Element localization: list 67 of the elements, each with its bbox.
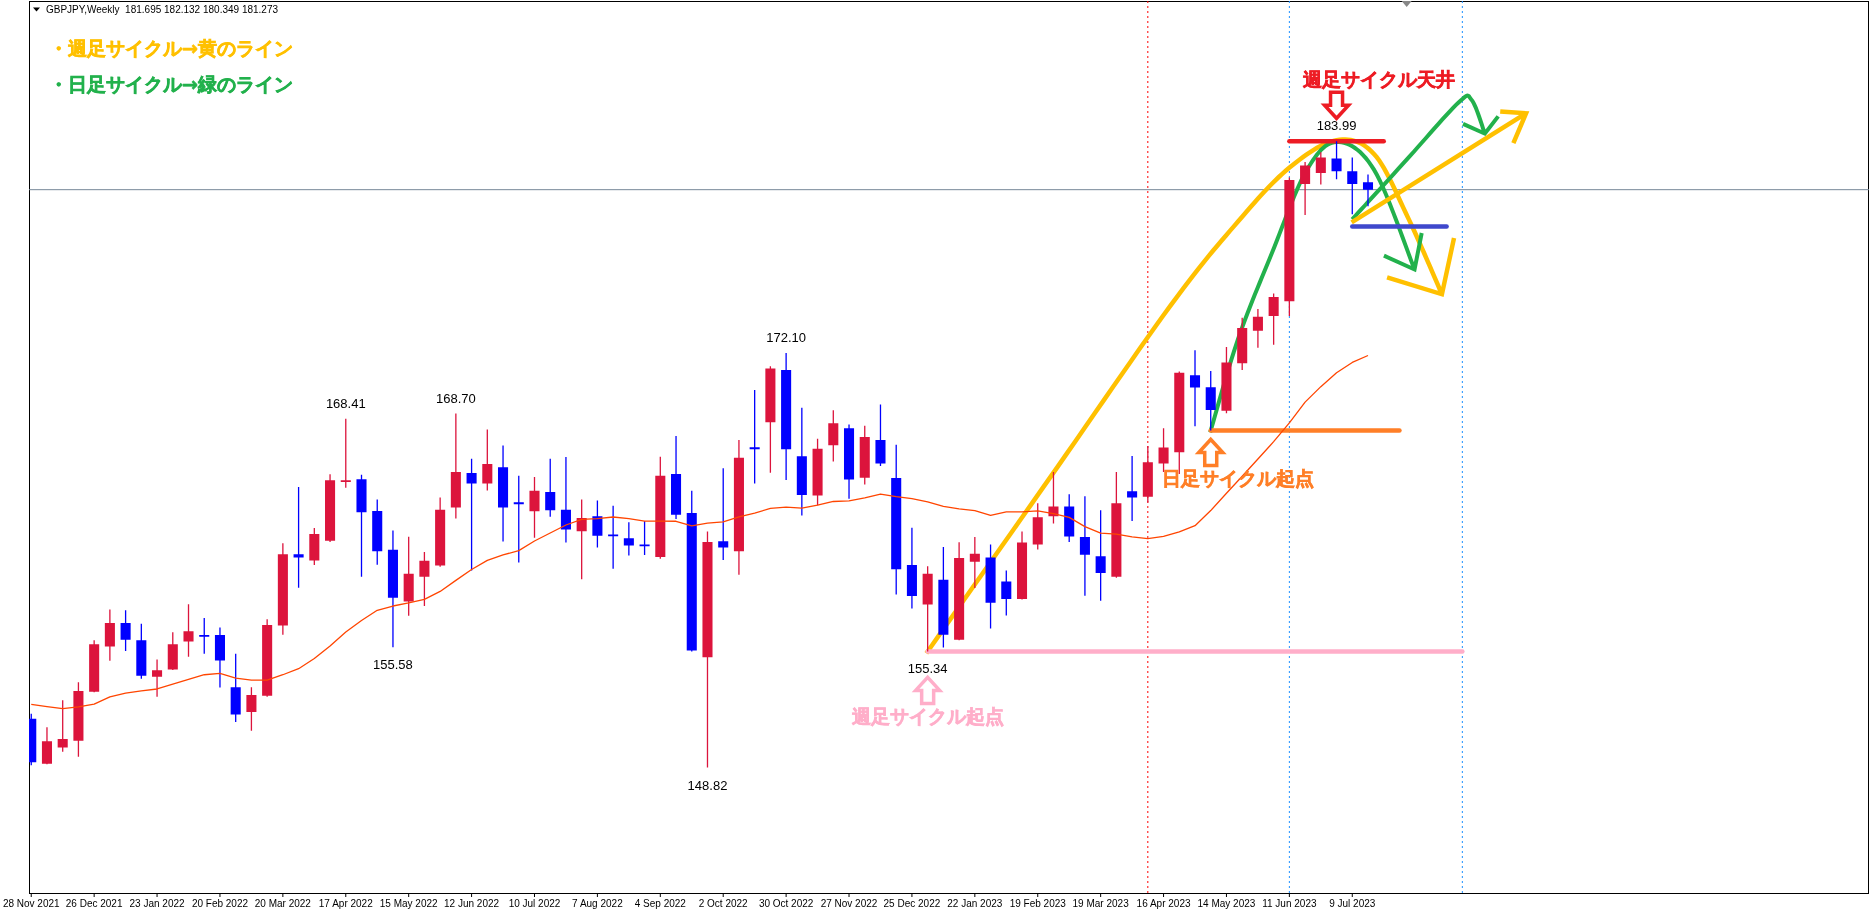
candlestick xyxy=(1362,174,1374,207)
candlestick xyxy=(954,542,965,641)
candlestick xyxy=(1189,350,1201,427)
chart-title: GBPJPY,Weekly 181.695 182.132 180.349 181.273 xyxy=(46,4,279,15)
x-tick-label: 19 Mar 2023 xyxy=(1072,897,1130,909)
text: 183.99 xyxy=(1316,118,1357,134)
candlestick xyxy=(183,604,194,657)
candlestick xyxy=(608,505,619,569)
candlestick xyxy=(1016,531,1028,600)
text: ・週足サイクル→黄のライン xyxy=(49,37,293,59)
x-tick-label: 22 Jan 2023 xyxy=(947,897,1003,909)
text: 155.58 xyxy=(373,657,413,673)
annotation: 週足サイクル天井 xyxy=(1302,68,1456,91)
candlestick xyxy=(781,353,792,480)
candlestick xyxy=(843,424,855,499)
candlestick xyxy=(450,413,461,519)
candlestick xyxy=(906,527,917,609)
candlestick xyxy=(41,727,53,765)
x-tick-label: 23 Jan 2022 xyxy=(129,897,186,909)
candlestick xyxy=(1252,309,1263,348)
candlestick xyxy=(1127,456,1138,522)
candlestick xyxy=(167,632,178,670)
candlestick xyxy=(560,456,571,543)
text: 155.34 xyxy=(907,661,948,677)
candlestick xyxy=(356,474,367,577)
candlestick xyxy=(702,531,713,768)
candlestick xyxy=(277,543,288,635)
candlestick xyxy=(387,530,398,648)
text: ・日足サイクル→緑のライン xyxy=(49,73,293,95)
candlestick xyxy=(623,522,634,556)
candlestick xyxy=(104,609,115,661)
candlestick xyxy=(529,476,540,538)
x-tick-label: 11 Jun 2023 xyxy=(1262,897,1317,909)
candlestick xyxy=(152,659,163,697)
x-tick-label: 19 Feb 2023 xyxy=(1009,897,1067,909)
text: 168.70 xyxy=(435,390,476,406)
annotation: 週足サイクル起点 xyxy=(850,705,1004,728)
text: 148.82 xyxy=(687,777,728,793)
candlestick xyxy=(498,445,509,542)
text: 172.10 xyxy=(766,330,806,345)
x-tick-label: 28 Nov 2021 xyxy=(2,897,61,909)
text: 168.41 xyxy=(325,395,366,411)
x-tick-label: 10 Jul 2022 xyxy=(508,897,561,909)
x-tick-label: 27 Nov 2022 xyxy=(820,897,878,909)
candlestick xyxy=(875,404,886,466)
candlestick xyxy=(435,497,446,567)
x-tick-label: 2 Oct 2022 xyxy=(698,897,749,909)
x-tick-label: 30 Oct 2022 xyxy=(758,897,814,909)
candlestick xyxy=(214,627,225,688)
candlestick xyxy=(1079,496,1090,596)
x-tick-label: 12 Jun 2022 xyxy=(444,897,500,909)
x-tick-label: 9 Jul 2023 xyxy=(1329,897,1376,909)
candlestick xyxy=(1300,161,1311,216)
x-tick-label: 26 Dec 2021 xyxy=(65,897,123,909)
x-tick-label: 7 Aug 2022 xyxy=(572,897,624,909)
x-tick-label: 17 Apr 2022 xyxy=(318,897,374,909)
x-tick-label: 15 May 2022 xyxy=(379,897,439,909)
annotation: 日足サイクル起点 xyxy=(1161,467,1314,490)
candlestick xyxy=(671,435,682,519)
candlestick xyxy=(325,474,336,542)
x-tick-label: 20 Feb 2022 xyxy=(191,897,249,909)
x-tick-label: 4 Sep 2022 xyxy=(634,897,687,909)
x-tick-label: 14 May 2023 xyxy=(1197,897,1256,909)
x-tick-label: 16 Apr 2023 xyxy=(1136,897,1191,909)
x-tick-label: 20 Mar 2022 xyxy=(254,897,312,909)
x-tick-label: 25 Dec 2022 xyxy=(883,897,941,909)
candlestick xyxy=(733,439,744,575)
